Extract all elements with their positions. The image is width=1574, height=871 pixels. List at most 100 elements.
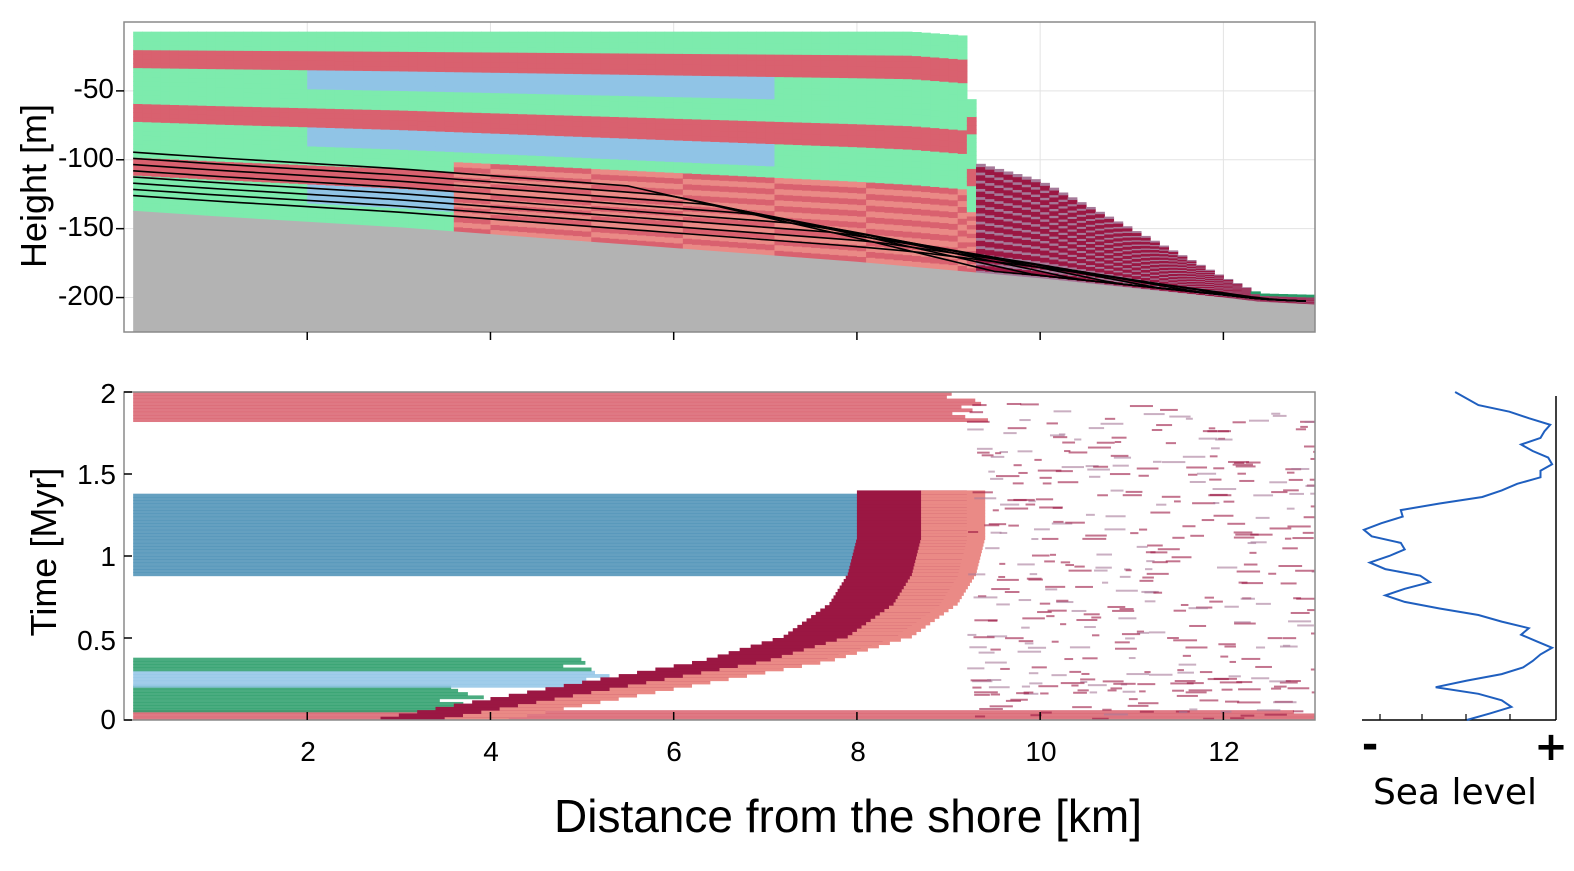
top-stratum-cell bbox=[646, 144, 656, 151]
top-stratum-cell bbox=[801, 229, 812, 236]
top-stratum-cell bbox=[279, 182, 290, 188]
top-stratum-cell bbox=[994, 176, 1005, 181]
top-stratum-cell bbox=[765, 232, 776, 240]
top-stratum-cell bbox=[188, 127, 198, 133]
top-stratum-cell bbox=[426, 61, 437, 67]
top-stratum-cell bbox=[866, 147, 876, 154]
top-stratum-cell bbox=[1021, 239, 1032, 243]
top-stratum-cell bbox=[279, 144, 290, 151]
top-stratum-cell bbox=[884, 247, 895, 254]
top-stratum-cell bbox=[572, 146, 583, 153]
top-stratum-cell bbox=[417, 194, 427, 201]
top-stratum-cell bbox=[1076, 264, 1087, 268]
top-stratum-cell bbox=[728, 147, 739, 154]
top-stratum-cell bbox=[1205, 294, 1215, 296]
top-stratum-cell bbox=[563, 161, 574, 168]
top-stratum-cell bbox=[270, 92, 281, 99]
top-stratum-cell bbox=[1195, 293, 1206, 295]
top-stratum-cell bbox=[1122, 236, 1133, 240]
top-stratum-cell bbox=[637, 176, 647, 182]
top-stratum-cell bbox=[1021, 184, 1032, 188]
top-stratum-cell bbox=[1131, 265, 1142, 268]
top-stratum-cell bbox=[655, 63, 666, 70]
top-stratum-cell bbox=[554, 57, 565, 64]
top-stratum-cell bbox=[1168, 256, 1179, 259]
top-stratum-cell bbox=[169, 118, 180, 124]
top-stratum-cell bbox=[866, 129, 876, 137]
top-stratum-cell bbox=[325, 84, 336, 90]
top-stratum-cell bbox=[197, 63, 208, 69]
top-stratum-cell bbox=[499, 194, 510, 201]
top-stratum-cell bbox=[472, 31, 482, 38]
top-stratum-cell bbox=[563, 172, 574, 179]
top-stratum-cell bbox=[719, 147, 730, 154]
top-stratum-cell bbox=[774, 154, 785, 162]
top-stratum-cell bbox=[545, 114, 556, 121]
top-stratum-cell bbox=[398, 110, 409, 116]
top-stratum-cell bbox=[435, 150, 446, 157]
top-stratum-cell bbox=[408, 41, 418, 47]
top-stratum-cell bbox=[1030, 216, 1041, 220]
top-stratum-cell bbox=[334, 218, 345, 225]
top-stratum-cell bbox=[866, 141, 876, 148]
top-stratum-cell bbox=[408, 105, 418, 111]
top-stratum-cell bbox=[554, 177, 565, 183]
top-stratum-cell bbox=[1049, 194, 1060, 198]
top-stratum-cell bbox=[188, 63, 198, 69]
top-stratum-cell bbox=[472, 112, 482, 118]
top-stratum-cell bbox=[609, 68, 620, 75]
top-stratum-cell bbox=[783, 177, 794, 185]
top-stratum-cell bbox=[1012, 225, 1023, 229]
top-stratum-cell bbox=[627, 116, 638, 123]
top-stratum-cell bbox=[508, 164, 519, 171]
top-stratum-cell bbox=[1140, 271, 1151, 274]
top-stratum-cell bbox=[985, 230, 995, 235]
top-stratum-cell bbox=[261, 45, 272, 52]
top-stratum-cell bbox=[1205, 270, 1215, 273]
top-stratum-cell bbox=[774, 37, 785, 44]
top-stratum-cell bbox=[435, 155, 446, 162]
top-stratum-cell bbox=[618, 47, 629, 54]
top-stratum-cell bbox=[270, 130, 281, 136]
top-stratum-cell bbox=[719, 53, 730, 60]
top-stratum-cell bbox=[655, 155, 666, 162]
top-stratum-cell bbox=[462, 227, 473, 234]
top-stratum-cell bbox=[976, 245, 986, 249]
top-stratum-cell bbox=[792, 133, 803, 140]
top-stratum-cell bbox=[252, 106, 263, 112]
top-stratum-cell bbox=[490, 214, 501, 220]
top-stratum-cell bbox=[1040, 223, 1050, 227]
top-stratum-cell bbox=[490, 102, 501, 109]
top-stratum-cell bbox=[499, 143, 510, 150]
top-stratum-cell bbox=[820, 196, 831, 204]
top-stratum-cell bbox=[1003, 174, 1014, 178]
top-stratum-cell bbox=[472, 152, 482, 159]
top-stratum-cell bbox=[1205, 270, 1215, 272]
top-stratum-cell bbox=[1113, 249, 1124, 252]
top-stratum-cell bbox=[252, 73, 263, 80]
top-stratum-cell bbox=[1012, 179, 1023, 183]
top-stratum-cell bbox=[618, 137, 629, 144]
top-stratum-cell bbox=[921, 109, 931, 116]
top-stratum-cell bbox=[939, 116, 950, 123]
top-stratum-cell bbox=[371, 36, 382, 42]
top-stratum-cell bbox=[233, 64, 244, 70]
top-stratum-cell bbox=[307, 79, 317, 85]
top-stratum-cell bbox=[435, 56, 446, 63]
top-stratum-cell bbox=[435, 76, 446, 82]
top-stratum-cell bbox=[325, 218, 336, 224]
top-stratum-cell bbox=[692, 129, 702, 136]
top-stratum-cell bbox=[966, 237, 977, 243]
top-stratum-cell bbox=[710, 141, 721, 148]
top-stratum-cell bbox=[160, 153, 171, 160]
top-stratum-cell bbox=[976, 212, 986, 217]
top-stratum-cell bbox=[233, 82, 244, 89]
top-stratum-cell bbox=[142, 67, 153, 73]
top-stratum-cell bbox=[316, 174, 327, 181]
top-stratum-cell bbox=[627, 186, 638, 193]
top-stratum-cell bbox=[939, 216, 950, 224]
top-stratum-cell bbox=[893, 189, 904, 196]
top-stratum-cell bbox=[343, 214, 354, 221]
top-stratum-cell bbox=[398, 134, 409, 141]
top-stratum-cell bbox=[371, 153, 382, 159]
